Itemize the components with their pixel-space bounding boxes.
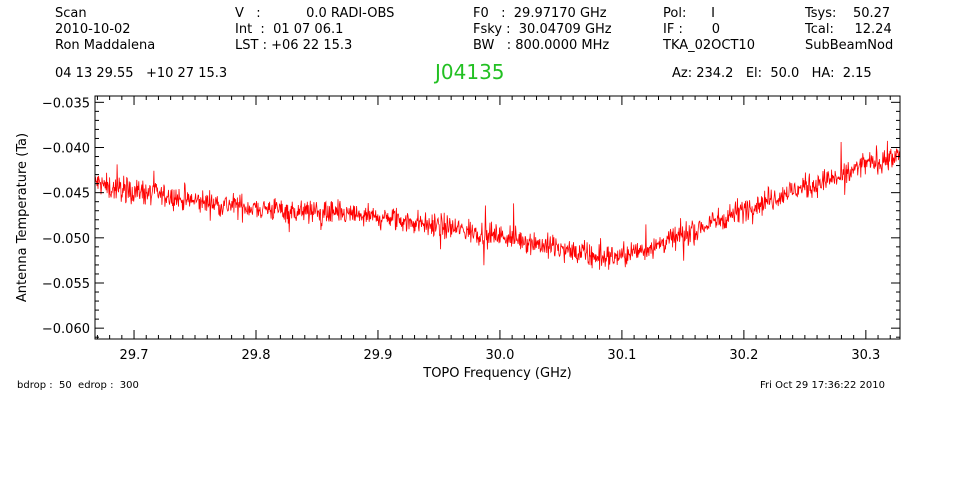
observer-name: Ron Maddalena — [55, 38, 156, 53]
x-tick-label: 29.7 — [120, 348, 149, 363]
x-tick-label: 30.2 — [729, 348, 758, 363]
rest-frequency-line: F0 : 29.97170 GHz — [473, 6, 607, 21]
x-tick-label: 29.9 — [363, 348, 392, 363]
source-name: J04135 — [435, 60, 505, 84]
x-tick-label: 30.1 — [607, 348, 636, 363]
drop-channels: bdrop : 50 edrop : 300 — [17, 380, 139, 391]
x-tick-label: 30.0 — [485, 348, 514, 363]
x-axis-label: TOPO Frequency (GHz) — [422, 366, 571, 381]
tsys-line: Tsys: 50.27 — [805, 6, 891, 21]
y-tick-label: −0.045 — [42, 187, 90, 202]
plot-frame — [94, 95, 901, 340]
if-line: IF : 0 — [663, 22, 721, 37]
polarization-line: Pol: I — [663, 6, 715, 21]
sky-frequency-line: Fsky : 30.04709 GHz — [473, 22, 612, 37]
project-id: TKA_02OCT10 — [663, 38, 755, 53]
y-tick-label: −0.060 — [42, 322, 90, 337]
x-tick-label: 30.3 — [851, 348, 880, 363]
scan-label: Scan — [55, 6, 87, 21]
plot-timestamp: Fri Oct 29 17:36:22 2010 — [760, 380, 886, 391]
x-tick-label: 29.8 — [242, 348, 271, 363]
spectrum-line — [94, 140, 901, 270]
source-coordinates: 04 13 29.55 +10 27 15.3 — [55, 66, 228, 81]
y-tick-label: −0.055 — [42, 277, 90, 292]
y-axis-label: Antenna Temperature (Ta) — [15, 133, 30, 302]
y-tick-label: −0.050 — [42, 232, 90, 247]
y-tick-label: −0.040 — [42, 141, 90, 156]
spectrum-plot: 29.7 29.8 29.9 30.0 30.1 30.2 30.3 −0.035 −0.040… — [15, 95, 901, 381]
azimuth-elevation-line: Az: 234.2 El: 50.0 HA: 2.15 — [672, 66, 872, 81]
integration-line: Int : 01 07 06.1 — [235, 22, 344, 37]
procedure-name: SubBeamNod — [805, 38, 894, 53]
bandwidth-line: BW : 800.0000 MHz — [473, 38, 610, 53]
y-tick-label: −0.035 — [42, 96, 90, 111]
scan-date: 2010-10-02 — [55, 22, 131, 37]
velocity-line: V : 0.0 RADI-OBS — [235, 6, 395, 21]
tcal-line: Tcal: 12.24 — [805, 22, 892, 37]
lst-line: LST : +06 22 15.3 — [235, 38, 353, 53]
